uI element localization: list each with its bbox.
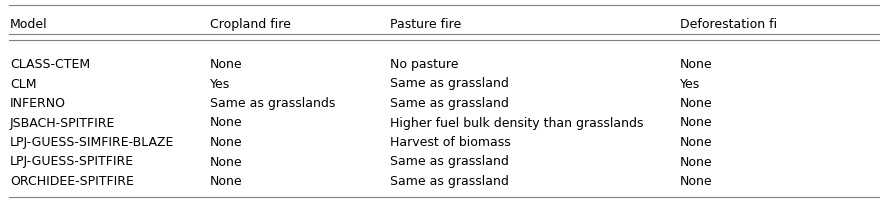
Text: CLASS-CTEM: CLASS-CTEM (10, 58, 90, 71)
Text: None: None (680, 156, 713, 168)
Text: Same as grasslands: Same as grasslands (210, 97, 335, 110)
Text: None: None (210, 175, 243, 188)
Text: None: None (210, 136, 243, 149)
Text: Harvest of biomass: Harvest of biomass (390, 136, 510, 149)
Text: Same as grassland: Same as grassland (390, 175, 509, 188)
Text: None: None (210, 116, 243, 130)
Text: Yes: Yes (210, 77, 231, 90)
Text: Yes: Yes (680, 77, 700, 90)
Text: None: None (680, 97, 713, 110)
Text: None: None (680, 116, 713, 130)
Text: None: None (680, 175, 713, 188)
Text: CLM: CLM (10, 77, 36, 90)
Text: None: None (680, 136, 713, 149)
Text: None: None (680, 58, 713, 71)
Text: Same as grassland: Same as grassland (390, 156, 509, 168)
Text: JSBACH-SPITFIRE: JSBACH-SPITFIRE (10, 116, 115, 130)
Text: INFERNO: INFERNO (10, 97, 66, 110)
Text: None: None (210, 58, 243, 71)
Text: None: None (210, 156, 243, 168)
Text: No pasture: No pasture (390, 58, 458, 71)
Text: Deforestation fi: Deforestation fi (680, 18, 777, 31)
Text: Cropland fire: Cropland fire (210, 18, 291, 31)
Text: Model: Model (10, 18, 48, 31)
Text: Pasture fire: Pasture fire (390, 18, 461, 31)
Text: LPJ-GUESS-SIMFIRE-BLAZE: LPJ-GUESS-SIMFIRE-BLAZE (10, 136, 174, 149)
Text: Higher fuel bulk density than grasslands: Higher fuel bulk density than grasslands (390, 116, 643, 130)
Text: ORCHIDEE-SPITFIRE: ORCHIDEE-SPITFIRE (10, 175, 134, 188)
Text: LPJ-GUESS-SPITFIRE: LPJ-GUESS-SPITFIRE (10, 156, 134, 168)
Text: Same as grassland: Same as grassland (390, 77, 509, 90)
Text: Same as grassland: Same as grassland (390, 97, 509, 110)
